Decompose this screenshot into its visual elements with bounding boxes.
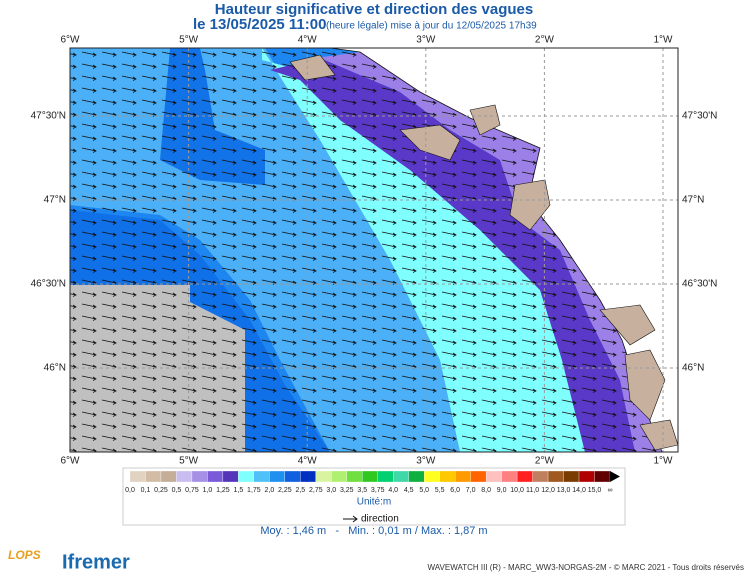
color-cell bbox=[578, 470, 595, 483]
color-cell bbox=[176, 470, 193, 483]
legend-label: ∞ bbox=[608, 487, 613, 494]
color-cell bbox=[129, 470, 146, 483]
color-cell bbox=[547, 470, 564, 483]
legend-label: 2,0 bbox=[264, 487, 274, 494]
lon-label: 2°W bbox=[535, 456, 555, 467]
legend-label: 12,0 bbox=[541, 487, 555, 494]
graticule: 6°W 6°W 5°W 5°W 4°W 4°W 3°W 3°W 2°W 2°W 1°W 1°W 47°3… bbox=[31, 35, 718, 467]
color-cell bbox=[485, 470, 502, 483]
legend-label: 3,25 bbox=[340, 487, 354, 494]
color-cell bbox=[532, 470, 549, 483]
lat-label: 47°N bbox=[682, 195, 704, 206]
lat-label: 46°N bbox=[44, 363, 66, 374]
unit: Unité:m bbox=[357, 497, 391, 508]
colorbar: 0,0 0,1 0,25 0,5 0,75 1,0 1,25 1,5 1,75 2,0 2,25 2,… bbox=[125, 470, 620, 494]
legend-label: 1,5 bbox=[234, 487, 244, 494]
color-arrow bbox=[610, 471, 620, 482]
legend-label: 2,75 bbox=[309, 487, 323, 494]
color-cell bbox=[516, 470, 533, 483]
lon-label: 3°W bbox=[416, 35, 436, 46]
legend-label: 4,0 bbox=[388, 487, 398, 494]
legend-label: 8,0 bbox=[481, 487, 491, 494]
color-cell bbox=[315, 470, 332, 483]
color-cell bbox=[439, 470, 456, 483]
color-cell bbox=[346, 470, 363, 483]
legend-label: 7,0 bbox=[466, 487, 476, 494]
legend-label: 1,25 bbox=[216, 487, 230, 494]
color-cell bbox=[470, 470, 487, 483]
legend-label: 3,5 bbox=[357, 487, 367, 494]
lon-label: 5°W bbox=[179, 35, 199, 46]
legend-label: 14,0 bbox=[572, 487, 586, 494]
legend-label: 1,75 bbox=[247, 487, 261, 494]
legend-label: 9,0 bbox=[497, 487, 507, 494]
color-cell bbox=[501, 470, 518, 483]
color-cell bbox=[207, 470, 224, 483]
direction-arrow bbox=[343, 515, 358, 523]
color-cell bbox=[300, 470, 316, 483]
legend-label: 2,25 bbox=[278, 487, 292, 494]
title: Hauteur significative et direction des v… bbox=[215, 1, 533, 18]
lon-label: 5°W bbox=[179, 456, 199, 467]
legend-label: 2,5 bbox=[295, 487, 305, 494]
color-cell bbox=[594, 470, 611, 483]
lon-label: 3°W bbox=[416, 456, 436, 467]
lon-label: 6°W bbox=[61, 456, 81, 467]
color-cell bbox=[563, 470, 580, 483]
color-cell bbox=[455, 470, 471, 483]
lat-label: 47°N bbox=[44, 195, 66, 206]
color-cell bbox=[160, 470, 177, 483]
color-cell bbox=[269, 470, 285, 483]
legend-label: 0,5 bbox=[172, 487, 182, 494]
lat-label: 47°30'N bbox=[682, 111, 717, 122]
lat-label: 46°30'N bbox=[682, 279, 717, 290]
color-cell bbox=[253, 470, 270, 483]
legend-label: 11,0 bbox=[526, 487, 539, 494]
color-cell bbox=[238, 470, 255, 483]
color-cell bbox=[145, 470, 162, 483]
lat-label: 46°30'N bbox=[31, 279, 66, 290]
color-cell bbox=[284, 470, 301, 483]
legend-label: 13,0 bbox=[557, 487, 571, 494]
lon-label: 4°W bbox=[298, 35, 318, 46]
legend-label: 0,1 bbox=[141, 487, 151, 494]
color-cell bbox=[377, 470, 394, 483]
map-frame bbox=[69, 47, 679, 453]
logo-ifremer: Ifremer bbox=[62, 551, 130, 573]
lon-label: 2°W bbox=[535, 35, 555, 46]
legend-label: 5,5 bbox=[435, 487, 445, 494]
legend-label: 3,0 bbox=[326, 487, 336, 494]
color-cell bbox=[331, 470, 347, 483]
legend-label: 1,0 bbox=[203, 487, 213, 494]
update-note: (heure légale) mise à jour du 12/05/2025… bbox=[326, 21, 537, 32]
logo-lops: LOPS bbox=[8, 548, 41, 562]
color-cell bbox=[362, 470, 378, 483]
color-cell bbox=[222, 470, 239, 483]
legend-label: 10,0 bbox=[510, 487, 524, 494]
lon-label: 1°W bbox=[654, 456, 674, 467]
map bbox=[70, 48, 678, 452]
color-cell bbox=[191, 470, 208, 483]
legend-label: 0,75 bbox=[185, 487, 199, 494]
legend-label: 3,75 bbox=[371, 487, 385, 494]
legend-label: 4,5 bbox=[404, 487, 414, 494]
lat-label: 46°N bbox=[682, 363, 704, 374]
color-cell bbox=[393, 470, 409, 483]
legend-label: 15,0 bbox=[588, 487, 602, 494]
credit: WAVEWATCH III (R) - MARC_WW3-NORGAS-2M -… bbox=[428, 563, 744, 572]
date: le 13/05/2025 11:00 bbox=[193, 16, 326, 33]
direction-label: direction bbox=[361, 514, 399, 525]
lon-label: 1°W bbox=[654, 35, 674, 46]
lon-label: 6°W bbox=[61, 35, 81, 46]
legend-label: 5,0 bbox=[419, 487, 429, 494]
stats: Moy. : 1,46 m - Min. : 0,01 m / Max. : 1… bbox=[260, 525, 487, 537]
color-cell bbox=[424, 470, 440, 483]
lon-label: 4°W bbox=[298, 456, 318, 467]
legend-label: 6,0 bbox=[450, 487, 460, 494]
lat-label: 47°30'N bbox=[31, 111, 66, 122]
color-cell bbox=[408, 470, 425, 483]
legend-label: 0,0 bbox=[125, 487, 135, 494]
legend-label: 0,25 bbox=[154, 487, 168, 494]
